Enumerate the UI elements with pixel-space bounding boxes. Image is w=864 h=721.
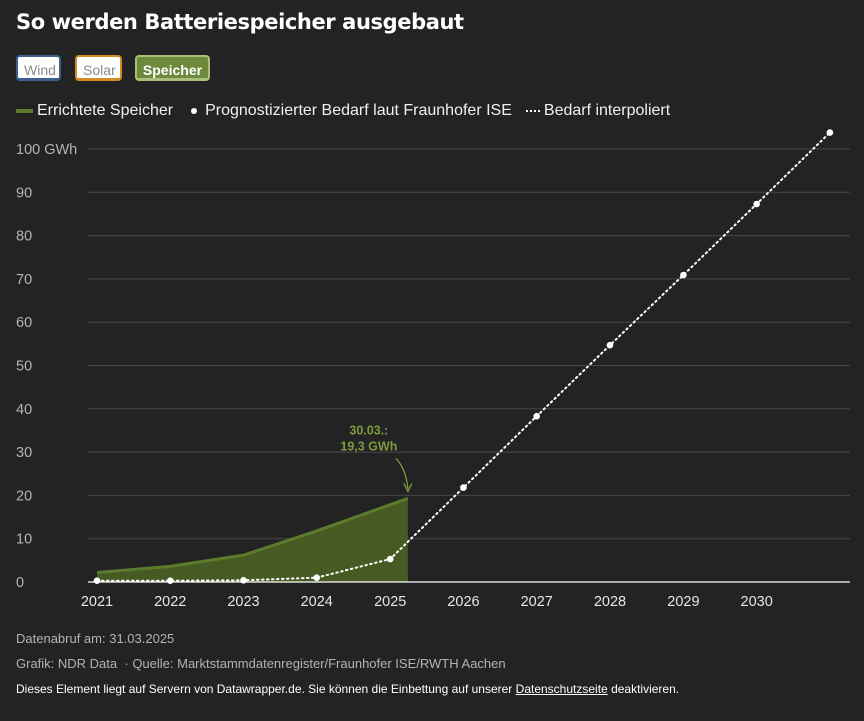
x-tick-label: 2030 xyxy=(741,594,773,610)
forecast-point xyxy=(680,271,687,279)
legend-item-built: Errichtete Speicher xyxy=(16,102,173,120)
y-tick-label: 10 xyxy=(16,532,32,548)
forecast-point xyxy=(313,574,321,581)
annotation-arrow-head xyxy=(403,483,413,493)
legend-label-forecast: Prognostizierter Bedarf laut Fraunhofer … xyxy=(205,102,512,119)
footer-credits: Grafik: NDR Data · Quelle: Marktstammdat… xyxy=(16,656,506,671)
annotation-date: 30.03.: xyxy=(349,423,388,437)
legend-dot-swatch xyxy=(191,108,198,114)
solar-button[interactable]: Solar xyxy=(75,55,122,81)
forecast-point xyxy=(166,577,174,585)
y-tick-label: 100 GWh xyxy=(16,142,77,158)
y-tick-label: 40 xyxy=(16,402,32,418)
x-tick-label: 2025 xyxy=(374,594,406,610)
speicher-button[interactable]: Speicher xyxy=(135,55,210,81)
line-built-storage xyxy=(96,497,409,574)
x-tick-label: 2021 xyxy=(81,594,113,610)
legend: Errichtete Speicher Prognostizierter Bed… xyxy=(16,100,684,122)
legend-item-forecast: Prognostizierter Bedarf laut Fraunhofer … xyxy=(187,102,512,120)
forecast-point xyxy=(460,484,467,491)
forecast-point xyxy=(533,412,540,420)
footer-source: · Quelle: Marktstammdatenregister/Fraunh… xyxy=(124,656,506,671)
x-tick-label: 2029 xyxy=(667,594,699,610)
y-tick-label: 80 xyxy=(16,229,32,245)
y-tick-label: 50 xyxy=(16,359,32,375)
y-tick-label: 30 xyxy=(16,445,32,461)
forecast-point xyxy=(606,341,614,349)
privacy-link[interactable]: Datenschutzseite xyxy=(515,682,608,696)
y-tick-label: 20 xyxy=(16,488,32,504)
annotation-arrow-line xyxy=(395,457,409,489)
legend-label-interpolated: Bedarf interpoliert xyxy=(543,102,671,119)
wind-button[interactable]: Wind xyxy=(16,55,61,81)
privacy-tail: deaktivieren. xyxy=(611,682,680,696)
forecast-point xyxy=(826,129,834,136)
x-tick-label: 2024 xyxy=(301,594,333,610)
x-tick-label: 2026 xyxy=(447,594,479,610)
privacy-text: Dieses Element liegt auf Servern von Dat… xyxy=(16,682,513,696)
forecast-point xyxy=(240,576,247,584)
legend-label-built: Errichtete Speicher xyxy=(37,102,174,119)
y-tick-label: 90 xyxy=(16,185,32,201)
legend-item-interpolated: Bedarf interpoliert xyxy=(525,102,671,120)
y-tick-label: 0 xyxy=(16,575,24,591)
footer-date: Datenabruf am: 31.03.2025 xyxy=(16,631,175,646)
x-tick-label: 2028 xyxy=(594,594,626,610)
y-tick-label: 70 xyxy=(16,272,32,288)
y-tick-label: 60 xyxy=(16,315,32,331)
forecast-point xyxy=(386,555,394,563)
x-tick-label: 2023 xyxy=(227,594,259,610)
chart-title: So werden Batteriespeicher ausgebaut xyxy=(16,10,464,34)
x-tick-label: 2027 xyxy=(521,594,553,610)
footer-credit: Grafik: NDR Data xyxy=(16,656,118,671)
x-tick-label: 2022 xyxy=(154,594,186,610)
area-built-storage xyxy=(97,498,408,582)
forecast-point xyxy=(753,200,760,208)
annotation-value: 19,3 GWh xyxy=(340,439,397,453)
forecast-point xyxy=(93,577,101,585)
legend-line-swatch xyxy=(16,109,33,113)
footer-privacy: Dieses Element liegt auf Servern von Dat… xyxy=(16,682,679,696)
line-interpolated-demand xyxy=(96,131,831,582)
legend-dotted-swatch xyxy=(525,110,540,112)
